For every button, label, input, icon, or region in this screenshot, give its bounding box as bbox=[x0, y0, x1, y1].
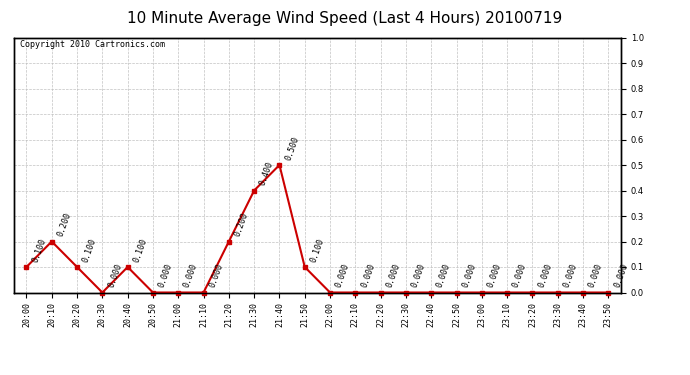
Text: 0.000: 0.000 bbox=[106, 262, 124, 289]
Text: 0.000: 0.000 bbox=[613, 262, 629, 289]
Text: 0.000: 0.000 bbox=[182, 262, 199, 289]
Text: 0.000: 0.000 bbox=[385, 262, 402, 289]
Text: 0.000: 0.000 bbox=[511, 262, 529, 289]
Text: 0.100: 0.100 bbox=[309, 237, 326, 264]
Text: 0.500: 0.500 bbox=[284, 135, 301, 162]
Text: 0.200: 0.200 bbox=[233, 211, 250, 238]
Text: 0.000: 0.000 bbox=[410, 262, 427, 289]
Text: 0.400: 0.400 bbox=[258, 160, 275, 187]
Text: 0.200: 0.200 bbox=[56, 211, 73, 238]
Text: 0.100: 0.100 bbox=[30, 237, 48, 264]
Text: 0.100: 0.100 bbox=[132, 237, 149, 264]
Text: 10 Minute Average Wind Speed (Last 4 Hours) 20100719: 10 Minute Average Wind Speed (Last 4 Hou… bbox=[128, 11, 562, 26]
Text: 0.000: 0.000 bbox=[562, 262, 579, 289]
Text: 0.000: 0.000 bbox=[208, 262, 225, 289]
Text: 0.000: 0.000 bbox=[461, 262, 477, 289]
Text: 0.100: 0.100 bbox=[81, 237, 98, 264]
Text: 0.000: 0.000 bbox=[537, 262, 553, 289]
Text: 0.000: 0.000 bbox=[157, 262, 174, 289]
Text: 0.000: 0.000 bbox=[435, 262, 453, 289]
Text: 0.000: 0.000 bbox=[587, 262, 604, 289]
Text: 0.000: 0.000 bbox=[334, 262, 351, 289]
Text: 0.000: 0.000 bbox=[486, 262, 503, 289]
Text: Copyright 2010 Cartronics.com: Copyright 2010 Cartronics.com bbox=[20, 40, 165, 49]
Text: 0.000: 0.000 bbox=[359, 262, 377, 289]
